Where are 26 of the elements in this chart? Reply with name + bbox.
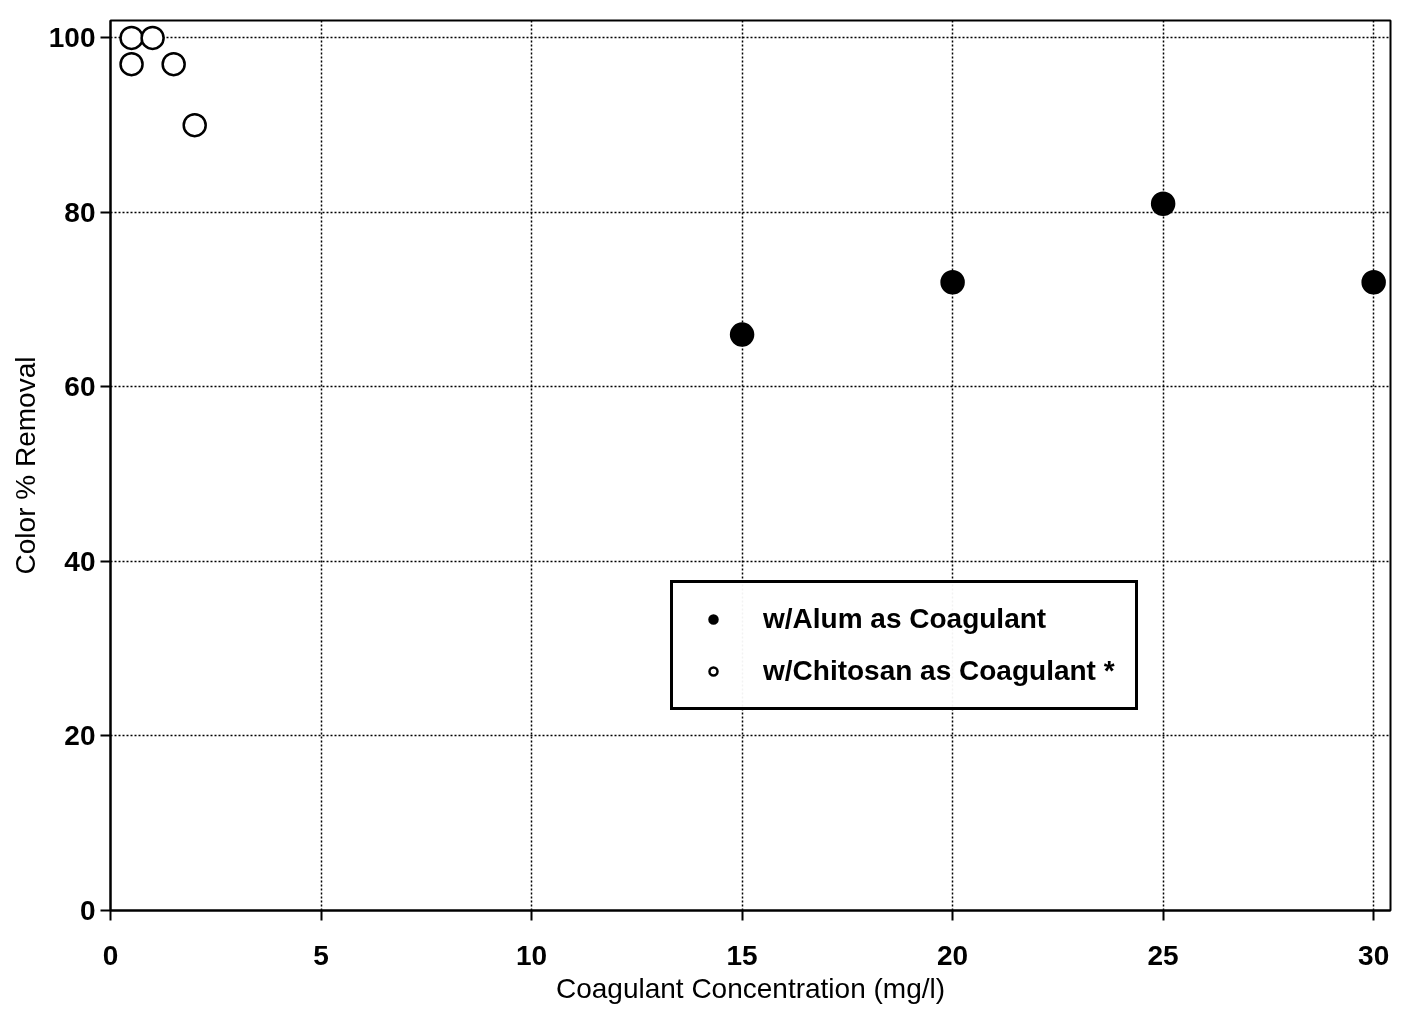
point — [119, 25, 144, 51]
legend-label: w/Alum as Coagulant — [763, 603, 1047, 635]
x-tick-label: 5 — [313, 939, 329, 971]
point — [140, 25, 165, 51]
x-tick-label: 10 — [515, 939, 548, 971]
y-tick-label: 80 — [64, 196, 96, 228]
y-tick-label: 0 — [79, 895, 96, 926]
legend-label: w/Chitosan as Coagulant * — [763, 655, 1115, 687]
point — [182, 112, 207, 138]
y-tick-label: 60 — [64, 371, 96, 403]
x-axis-title: Coagulant Concentration (mg/l) — [555, 972, 946, 1004]
x-tick-label: 20 — [937, 939, 969, 971]
y-tick-label: 100 — [48, 22, 96, 54]
x-tick-label: 0 — [102, 939, 119, 971]
y-axis-title: Color % Removal — [9, 356, 41, 575]
point — [1150, 191, 1176, 216]
point — [119, 51, 144, 77]
y-tick-label: 40 — [64, 545, 96, 577]
point — [940, 270, 965, 295]
point — [1361, 270, 1386, 295]
x-tick-label: 25 — [1147, 939, 1179, 971]
point — [161, 51, 186, 77]
x-tick-label: 15 — [726, 939, 758, 971]
x-tick-label: 30 — [1358, 939, 1390, 971]
y-tick-label: 20 — [64, 720, 96, 752]
point — [729, 322, 755, 347]
